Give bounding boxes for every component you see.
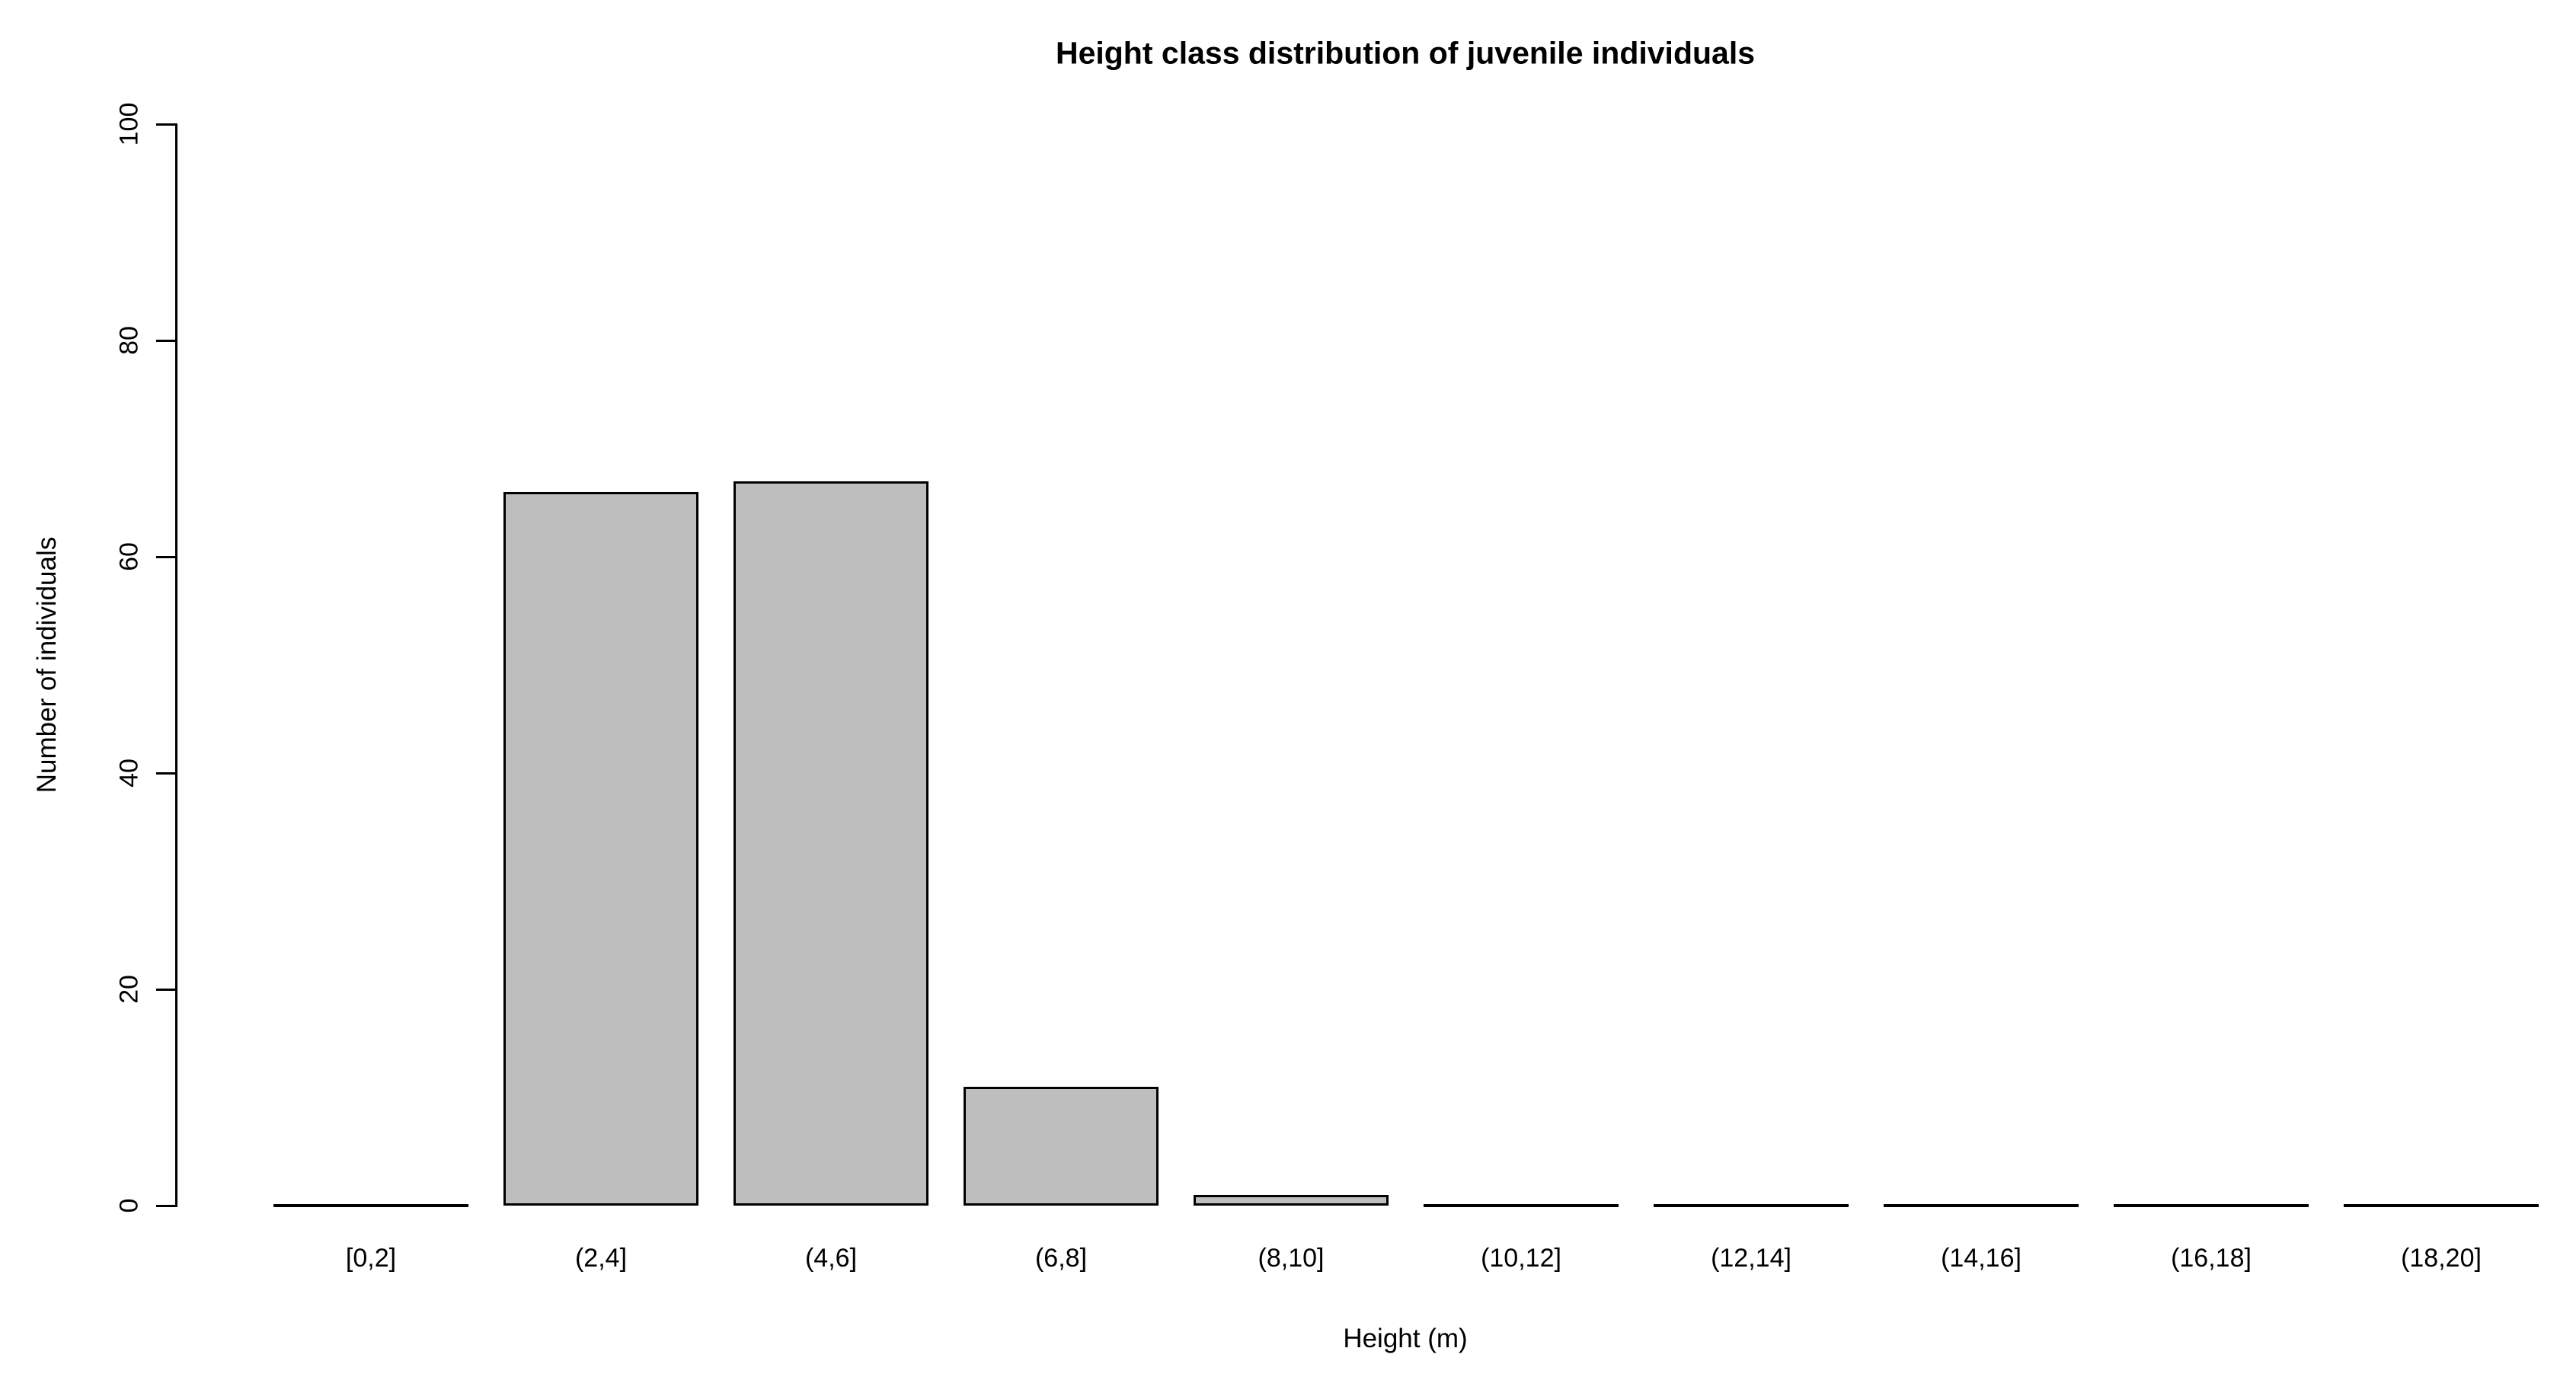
x-category-label: [0,2] [345, 1244, 397, 1273]
y-tick-label: 0 [114, 1198, 144, 1213]
y-tick-mark [156, 556, 175, 558]
y-axis-title: Number of individuals [32, 536, 62, 794]
y-axis-line [175, 123, 177, 1207]
chart-title: Height class distribution of juvenile in… [1055, 35, 1756, 71]
y-tick-mark [156, 1205, 175, 1207]
y-tick-mark [156, 989, 175, 991]
x-category-label: (6,8] [1034, 1244, 1088, 1273]
x-category-label: (10,12] [1481, 1244, 1561, 1273]
bar-[0,2] [273, 1204, 468, 1207]
y-tick-label: 100 [114, 102, 144, 146]
bar-(4,6] [733, 481, 928, 1206]
y-tick-mark [156, 772, 175, 775]
x-category-label: (2,4] [574, 1244, 628, 1273]
x-category-label: (18,20] [2401, 1244, 2482, 1273]
bar-(2,4] [503, 492, 698, 1206]
bar-(18,20] [2344, 1204, 2539, 1207]
y-tick-label: 60 [114, 542, 144, 571]
bar-(16,18] [2114, 1204, 2309, 1207]
y-tick-label: 40 [114, 759, 144, 787]
x-category-label: (8,10] [1258, 1244, 1325, 1273]
bar-(8,10] [1194, 1195, 1389, 1206]
x-category-label: (12,14] [1711, 1244, 1791, 1273]
x-category-label: (14,16] [1941, 1244, 2021, 1273]
bar-(6,8] [964, 1087, 1159, 1206]
y-tick-label: 80 [114, 326, 144, 355]
bar-(14,16] [1884, 1204, 2079, 1207]
y-tick-label: 20 [114, 975, 144, 1004]
x-category-label: (4,6] [804, 1244, 858, 1273]
x-axis-title: Height (m) [1343, 1324, 1468, 1353]
x-category-label: (16,18] [2171, 1244, 2252, 1273]
y-tick-mark [156, 123, 175, 126]
y-tick-mark [156, 340, 175, 342]
bar-(10,12] [1424, 1204, 1619, 1207]
plot-area: 0 20 40 60 80 100 [0,2] (2,4] (4,6] (6,8] (8,10] (1… [115, 103, 2544, 1273]
bar-(12,14] [1654, 1204, 1849, 1207]
